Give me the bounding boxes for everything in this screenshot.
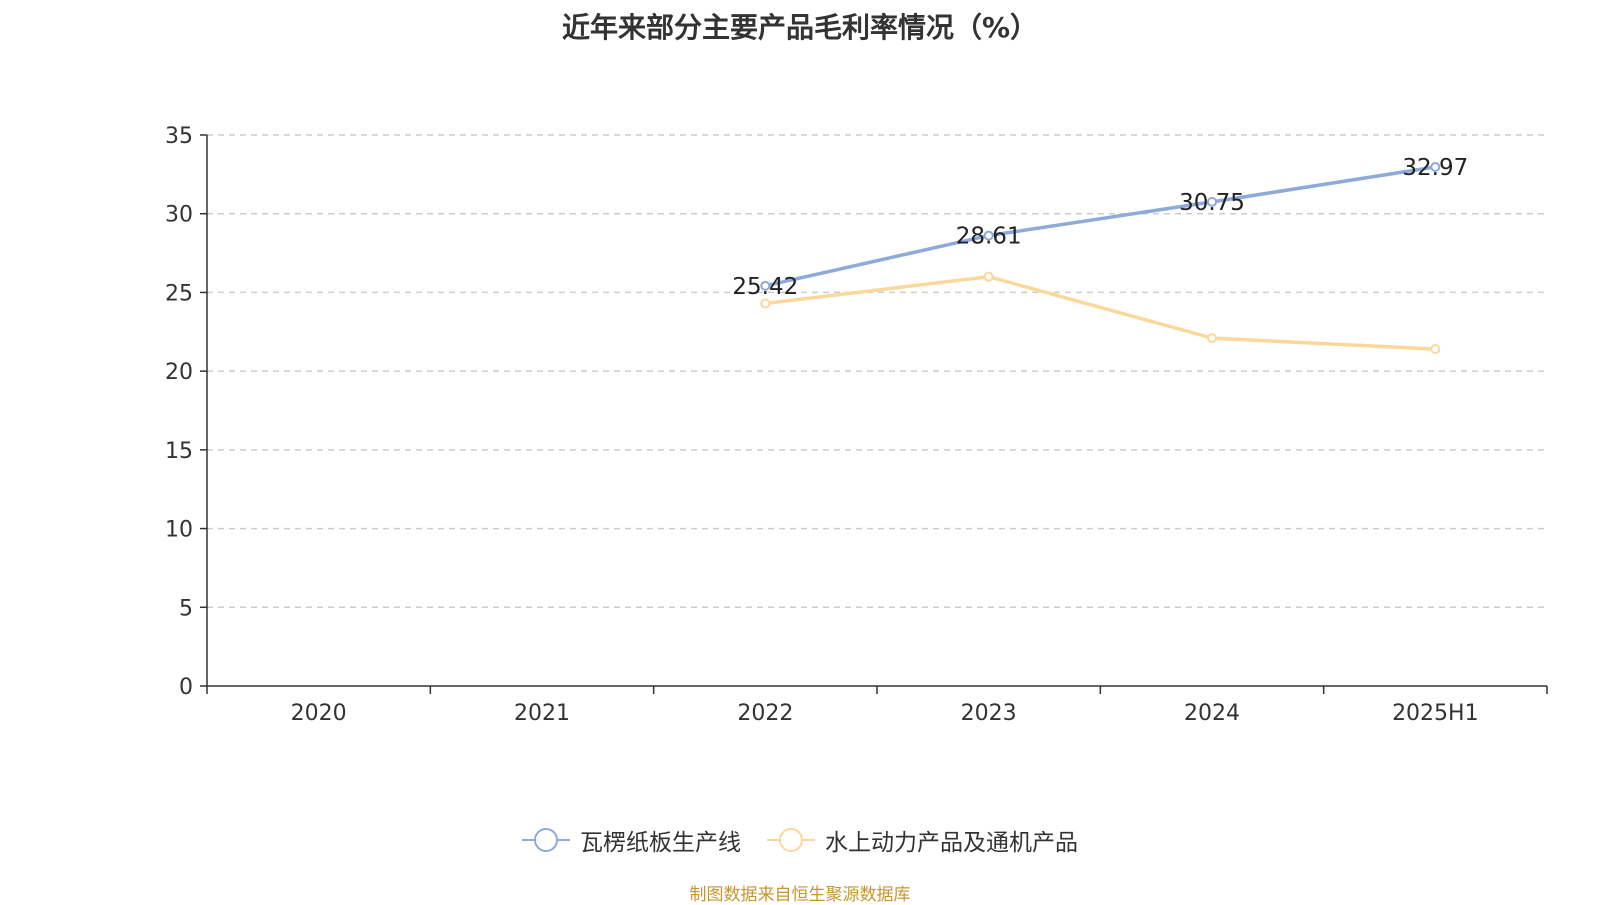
data-point xyxy=(760,298,771,309)
source-note: 制图数据来自恒生聚源数据库 xyxy=(689,885,911,905)
data-label: 28.61 xyxy=(956,224,1022,250)
y-tick-label: 10 xyxy=(165,518,193,543)
y-tick-label: 0 xyxy=(179,675,193,700)
legend-item-series-2[interactable]: 水上动力产品及通机产品 xyxy=(767,823,1078,857)
y-tick-label: 20 xyxy=(165,360,193,385)
y-tick-label: 35 xyxy=(165,124,193,149)
x-tick-label: 2022 xyxy=(737,701,793,726)
data-point xyxy=(1207,333,1217,344)
data-point xyxy=(1207,196,1217,207)
x-tick-label: 2024 xyxy=(1184,701,1240,726)
series-line-1 xyxy=(764,165,1436,288)
y-tick-label: 30 xyxy=(165,203,193,228)
data-point xyxy=(1430,161,1441,172)
data-label: 30.75 xyxy=(1179,190,1245,216)
legend-marker-icon xyxy=(522,828,570,852)
legend-item-series-1[interactable]: 瓦楞纸板生产线 xyxy=(522,823,741,857)
data-point xyxy=(1430,344,1441,355)
legend-marker-icon xyxy=(767,828,815,852)
x-tick-label: 2025H1 xyxy=(1392,701,1479,726)
data-point xyxy=(760,280,771,291)
y-tick-label: 15 xyxy=(165,439,193,464)
series-line-2 xyxy=(765,274,1436,351)
x-tick-label: 2023 xyxy=(961,701,1017,726)
data-label: 25.42 xyxy=(732,274,798,300)
chart-title: 近年来部分主要产品毛利率情况（%） xyxy=(561,11,1039,44)
data-point xyxy=(983,271,994,282)
y-tick-label: 5 xyxy=(179,596,193,621)
legend-label: 瓦楞纸板生产线 xyxy=(580,830,741,856)
legend: 瓦楞纸板生产线 水上动力产品及通机产品 xyxy=(0,823,1600,857)
data-label: 32.97 xyxy=(1402,155,1468,181)
data-point xyxy=(983,230,994,241)
x-tick-label: 2021 xyxy=(514,701,570,726)
x-tick-label: 2020 xyxy=(291,701,347,726)
y-tick-label: 25 xyxy=(165,281,193,306)
legend-label: 水上动力产品及通机产品 xyxy=(825,830,1078,856)
